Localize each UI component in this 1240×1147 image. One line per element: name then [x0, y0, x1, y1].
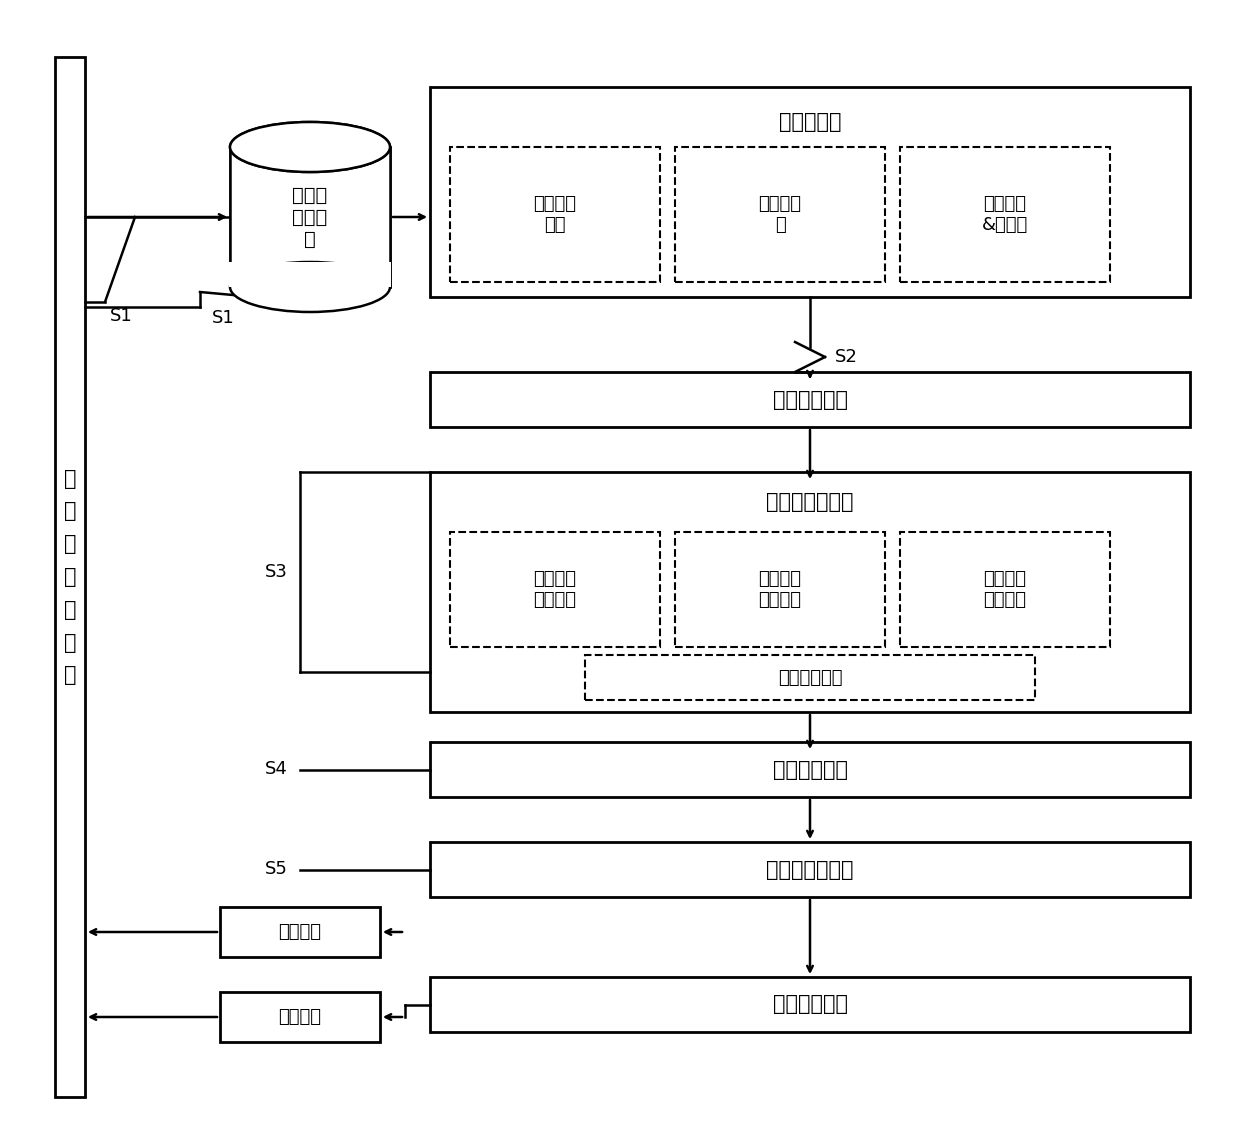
Text: 噪声滤波
&归一化: 噪声滤波 &归一化	[982, 195, 1028, 234]
Bar	[675, 147, 885, 282]
Bar	[675, 532, 885, 647]
Text: 综合评价指标: 综合评价指标	[777, 669, 842, 687]
Ellipse shape	[229, 262, 391, 312]
Text: 空气阀门: 空气阀门	[279, 1008, 321, 1027]
Text: 热
风
炉
烧
炉
过
程: 热 风 炉 烧 炉 过 程	[63, 469, 76, 686]
Bar	[450, 532, 660, 647]
Bar	[229, 147, 391, 287]
Bar	[430, 87, 1190, 297]
Ellipse shape	[229, 122, 391, 172]
Bar	[430, 977, 1190, 1032]
Text: S2: S2	[835, 348, 858, 366]
Bar	[900, 532, 1110, 647]
Bar	[219, 992, 379, 1041]
Text: 烧炉操
作样本
集: 烧炉操 作样本 集	[293, 186, 327, 249]
Text: 数据预处理: 数据预处理	[779, 112, 841, 132]
Bar	[430, 372, 1190, 427]
Bar	[430, 473, 1190, 712]
Text: 模式分类与评价: 模式分类与评价	[766, 492, 854, 512]
Bar	[430, 742, 1190, 797]
Bar	[900, 147, 1110, 282]
Text: S1: S1	[110, 307, 133, 325]
Text: 密度峰值
快速聚类: 密度峰值 快速聚类	[983, 570, 1027, 609]
Text: 分时段多级匹配: 分时段多级匹配	[766, 859, 854, 880]
Text: S1: S1	[212, 309, 234, 327]
Bar	[430, 842, 1190, 897]
Bar	[229, 262, 391, 287]
Bar	[585, 655, 1035, 700]
Text: 最优操作模式: 最优操作模式	[773, 994, 847, 1014]
Text: S3: S3	[265, 563, 288, 582]
Text: S5: S5	[265, 860, 288, 879]
Text: 优良烧炉炉次: 优良烧炉炉次	[773, 390, 847, 409]
Text: S4: S4	[265, 760, 288, 779]
Text: 动态时间
规整距离: 动态时间 规整距离	[759, 570, 801, 609]
Bar	[450, 147, 660, 282]
Text: 模式匹配空间: 模式匹配空间	[773, 759, 847, 780]
Ellipse shape	[229, 122, 391, 172]
Text: 缺失值填
补: 缺失值填 补	[759, 195, 801, 234]
Text: 异常数据
处理: 异常数据 处理	[533, 195, 577, 234]
Bar	[55, 57, 86, 1097]
Text: 煤气阀门: 煤气阀门	[279, 923, 321, 941]
Bar	[219, 907, 379, 957]
Text: 分段聚合
特征表示: 分段聚合 特征表示	[533, 570, 577, 609]
